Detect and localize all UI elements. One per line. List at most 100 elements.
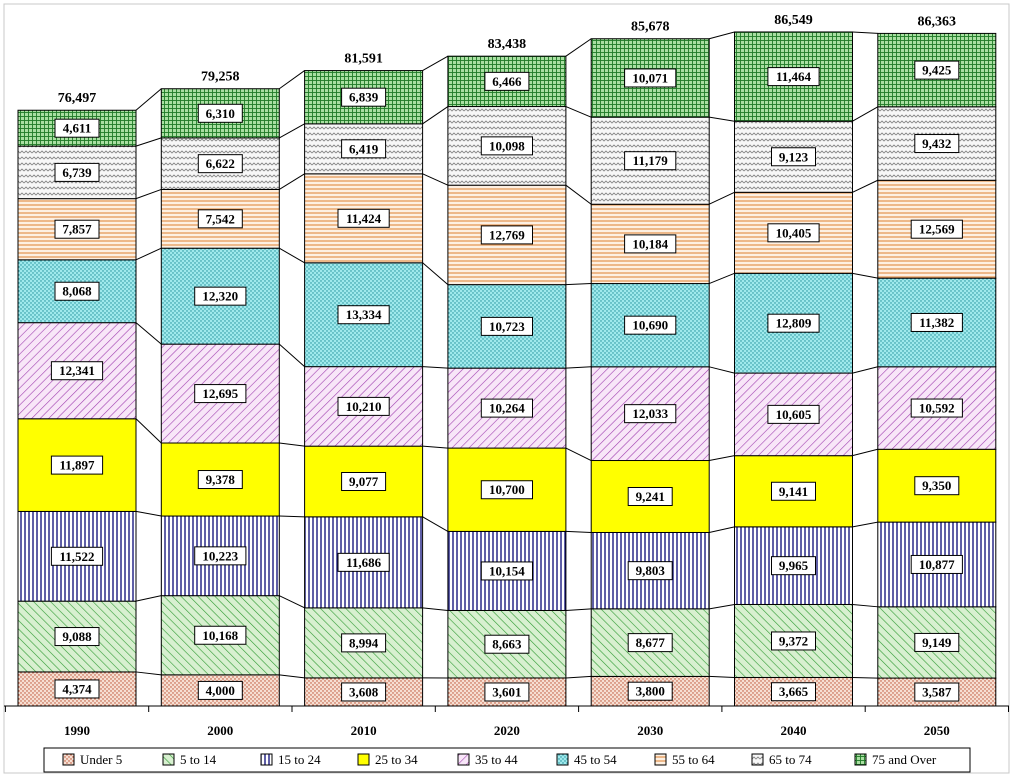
data-label-box-65-to-74-2020 bbox=[480, 136, 533, 156]
data-label-box-25-to-34-2020 bbox=[480, 480, 533, 500]
data-label-box-45-to-54-2020 bbox=[480, 316, 533, 336]
data-label-55-to-64-2020: 12,769 bbox=[489, 227, 525, 242]
legend-swatch-15-to-24 bbox=[260, 753, 273, 766]
connector-line bbox=[279, 247, 305, 264]
legend-label-under-5: Under 5 bbox=[80, 752, 122, 767]
data-label-box-35-to-44-2030 bbox=[624, 404, 677, 424]
connector-line bbox=[565, 38, 592, 57]
data-label-55-to-64-2030: 10,184 bbox=[632, 236, 668, 251]
connector-line bbox=[852, 366, 878, 374]
connector-line bbox=[709, 526, 735, 533]
data-label-box-15-to-24-2050 bbox=[910, 554, 963, 574]
data-label-5-to-14-2040: 9,372 bbox=[779, 633, 808, 648]
data-label-box-75-and-over-2010 bbox=[341, 87, 387, 107]
connector-line bbox=[709, 116, 735, 122]
connector-line bbox=[565, 366, 592, 369]
data-label-65-to-74-2010: 6,419 bbox=[349, 141, 379, 156]
data-label-55-to-64-1990: 7,857 bbox=[62, 222, 92, 237]
data-label-box-35-to-44-1990 bbox=[50, 361, 104, 381]
legend-swatch-55-to-64 bbox=[654, 753, 667, 766]
data-label-box-5-to-14-2040 bbox=[771, 631, 816, 651]
data-label-box-5-to-14-2050 bbox=[914, 632, 960, 652]
data-label-box-55-to-64-2040 bbox=[767, 223, 820, 243]
data-label-box-5-to-14-2000 bbox=[194, 625, 247, 645]
data-label-box-75-and-over-2030 bbox=[624, 68, 677, 88]
legend-label-65-to-74: 65 to 74 bbox=[769, 752, 812, 767]
connector-line bbox=[135, 418, 162, 444]
x-tick-label-2020: 2020 bbox=[494, 723, 520, 738]
data-label-box-65-to-74-2040 bbox=[771, 147, 816, 167]
connector-line bbox=[135, 247, 162, 261]
total-label-2010: 81,591 bbox=[344, 52, 383, 67]
legend-label-35-to-44: 35 to 44 bbox=[475, 752, 518, 767]
connector-line bbox=[565, 530, 592, 533]
connector-line bbox=[422, 516, 449, 532]
connector-line bbox=[279, 674, 305, 679]
data-label-55-to-64-2040: 10,405 bbox=[776, 225, 812, 240]
data-label-box-35-to-44-2010 bbox=[337, 396, 390, 416]
data-label-box-75-and-over-2040 bbox=[767, 67, 820, 87]
data-label-65-to-74-2040: 9,123 bbox=[779, 149, 809, 164]
data-label-box-15-to-24-2020 bbox=[480, 561, 533, 581]
connector-line bbox=[852, 179, 879, 193]
data-label-box-25-to-34-2000 bbox=[197, 470, 243, 490]
data-label-box-65-to-74-2000 bbox=[197, 154, 243, 174]
data-label-35-to-44-2010: 10,210 bbox=[346, 399, 382, 414]
data-label-35-to-44-2000: 12,695 bbox=[202, 386, 238, 401]
connector-lines bbox=[135, 31, 879, 679]
data-label-box-under-5-2000 bbox=[197, 680, 243, 700]
data-label-65-to-74-2050: 9,432 bbox=[922, 136, 951, 151]
legend-label-55-to-64: 55 to 64 bbox=[672, 752, 715, 767]
data-label-15-to-24-2010: 11,686 bbox=[346, 555, 382, 570]
data-label-box-55-to-64-2050 bbox=[910, 219, 963, 239]
data-label-55-to-64-2050: 12,569 bbox=[919, 222, 955, 237]
data-label-75-and-over-2030: 10,071 bbox=[632, 70, 668, 85]
connector-line bbox=[135, 322, 162, 345]
total-label-2000: 79,258 bbox=[201, 70, 240, 85]
data-label-45-to-54-2050: 11,382 bbox=[919, 315, 954, 330]
data-label-box-5-to-14-2010 bbox=[341, 633, 387, 653]
data-label-box-55-to-64-2010 bbox=[337, 208, 390, 228]
data-label-25-to-34-2030: 9,241 bbox=[636, 489, 665, 504]
data-label-box-35-to-44-2040 bbox=[767, 404, 820, 424]
connector-line bbox=[422, 445, 448, 449]
data-label-box-35-to-44-2000 bbox=[194, 384, 247, 404]
data-label-35-to-44-2050: 10,592 bbox=[919, 401, 955, 416]
legend-label-45-to-54: 45 to 54 bbox=[574, 752, 617, 767]
legend-swatch-5-to-14 bbox=[162, 753, 175, 766]
legend-label-5-to-14: 5 to 14 bbox=[180, 752, 217, 767]
data-label-box-55-to-64-2030 bbox=[624, 234, 677, 254]
data-label-box-5-to-14-2020 bbox=[484, 634, 530, 654]
data-label-box-55-to-64-1990 bbox=[54, 219, 100, 239]
data-label-75-and-over-1990: 4,611 bbox=[63, 121, 92, 136]
total-label-1990: 76,497 bbox=[58, 91, 97, 106]
connector-line bbox=[565, 283, 592, 286]
connector-line bbox=[135, 88, 162, 111]
connector-line bbox=[852, 272, 878, 279]
x-tick-label-2040: 2040 bbox=[781, 723, 807, 738]
data-label-box-45-to-54-1990 bbox=[54, 281, 100, 301]
connector-line bbox=[565, 106, 592, 118]
data-label-25-to-34-2040: 9,141 bbox=[779, 484, 808, 499]
total-label-2030: 85,678 bbox=[631, 20, 670, 35]
data-label-box-15-to-24-1990 bbox=[50, 546, 104, 566]
data-label-under-5-2040: 3,665 bbox=[779, 684, 809, 699]
segment-labels: 4,374 9,088 11,522 11,897 12,341 8,068 7,857 6,… bbox=[50, 60, 963, 702]
connector-line bbox=[709, 675, 735, 678]
total-label-2050: 86,363 bbox=[918, 14, 957, 29]
connector-line bbox=[565, 675, 592, 679]
connector-line bbox=[422, 173, 449, 186]
data-label-under-5-2050: 3,587 bbox=[922, 685, 952, 700]
data-label-box-55-to-64-2000 bbox=[197, 209, 243, 229]
connector-line bbox=[135, 671, 162, 676]
connector-line bbox=[422, 55, 449, 72]
connector-line bbox=[422, 262, 449, 286]
data-label-box-55-to-64-2020 bbox=[480, 225, 533, 245]
legend-label-25-to-34: 25 to 34 bbox=[375, 752, 418, 767]
data-label-25-to-34-2000: 9,378 bbox=[206, 472, 236, 487]
data-label-45-to-54-2000: 12,320 bbox=[202, 289, 238, 304]
data-label-under-5-2030: 3,800 bbox=[636, 684, 665, 699]
data-label-box-75-and-over-2020 bbox=[484, 71, 530, 91]
data-label-box-75-and-over-1990 bbox=[54, 118, 100, 138]
connector-line bbox=[279, 515, 305, 518]
